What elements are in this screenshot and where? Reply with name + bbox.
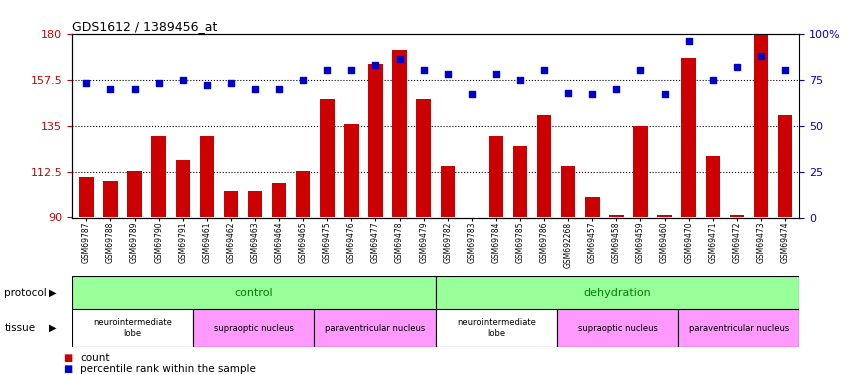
Text: neurointermediate
lobe: neurointermediate lobe [457,318,536,338]
Bar [320,99,334,218]
Text: control: control [234,288,273,297]
Point [562,90,575,96]
Bar [103,181,118,218]
Bar [777,116,792,218]
Bar [678,309,799,347]
Point [706,77,719,83]
Point [248,86,261,92]
Bar [193,309,315,347]
Bar [368,64,382,218]
Point [128,86,141,92]
Text: paraventricular nucleus: paraventricular nucleus [325,324,426,333]
Point [104,86,118,92]
Point [489,71,503,77]
Bar [561,166,575,218]
Bar [754,34,768,218]
Bar [344,124,359,218]
Point [393,57,406,63]
Bar [72,309,193,347]
Point [200,82,213,88]
Point [682,38,695,44]
Bar [489,136,503,218]
Point [465,92,479,98]
Bar [537,116,552,218]
Point [537,68,551,74]
Bar [513,146,527,218]
Point [778,68,792,74]
Point [754,53,767,59]
Text: paraventricular nucleus: paraventricular nucleus [689,324,789,333]
Point [634,68,647,74]
Point [417,68,431,74]
Bar [585,197,600,217]
Text: supraoptic nucleus: supraoptic nucleus [578,324,657,333]
Text: tissue: tissue [4,323,36,333]
Bar [609,216,624,217]
Bar [72,276,436,309]
Text: ■: ■ [63,364,73,374]
Text: protocol: protocol [4,288,47,297]
Point [176,77,190,83]
Bar [272,183,286,218]
Point [658,92,672,98]
Bar [657,216,672,217]
Point [224,80,238,86]
Point [296,77,310,83]
Point [610,86,624,92]
Point [514,77,527,83]
Point [585,92,599,98]
Point [272,86,286,92]
Bar [729,216,744,217]
Text: ▶: ▶ [49,288,57,297]
Bar [151,136,166,218]
Bar [436,276,799,309]
Bar [200,136,214,218]
Bar [223,191,238,217]
Bar [681,58,696,217]
Bar [634,126,648,218]
Point [369,62,382,68]
Text: ▶: ▶ [49,323,57,333]
Text: percentile rank within the sample: percentile rank within the sample [80,364,256,374]
Text: dehydration: dehydration [584,288,651,297]
Bar [416,99,431,218]
Bar [393,50,407,217]
Bar [248,191,262,217]
Bar [315,309,436,347]
Text: supraoptic nucleus: supraoptic nucleus [214,324,294,333]
Text: count: count [80,353,110,363]
Text: neurointermediate
lobe: neurointermediate lobe [93,318,172,338]
Point [344,68,358,74]
Bar [436,309,557,347]
Bar [80,177,94,218]
Bar [296,171,310,217]
Bar [175,160,190,218]
Bar [557,309,678,347]
Text: ■: ■ [63,353,73,363]
Point [321,68,334,74]
Bar [127,171,142,217]
Bar [441,166,455,218]
Point [730,64,744,70]
Text: GDS1612 / 1389456_at: GDS1612 / 1389456_at [72,20,217,33]
Point [152,80,166,86]
Bar [706,156,720,218]
Point [441,71,454,77]
Point [80,80,93,86]
